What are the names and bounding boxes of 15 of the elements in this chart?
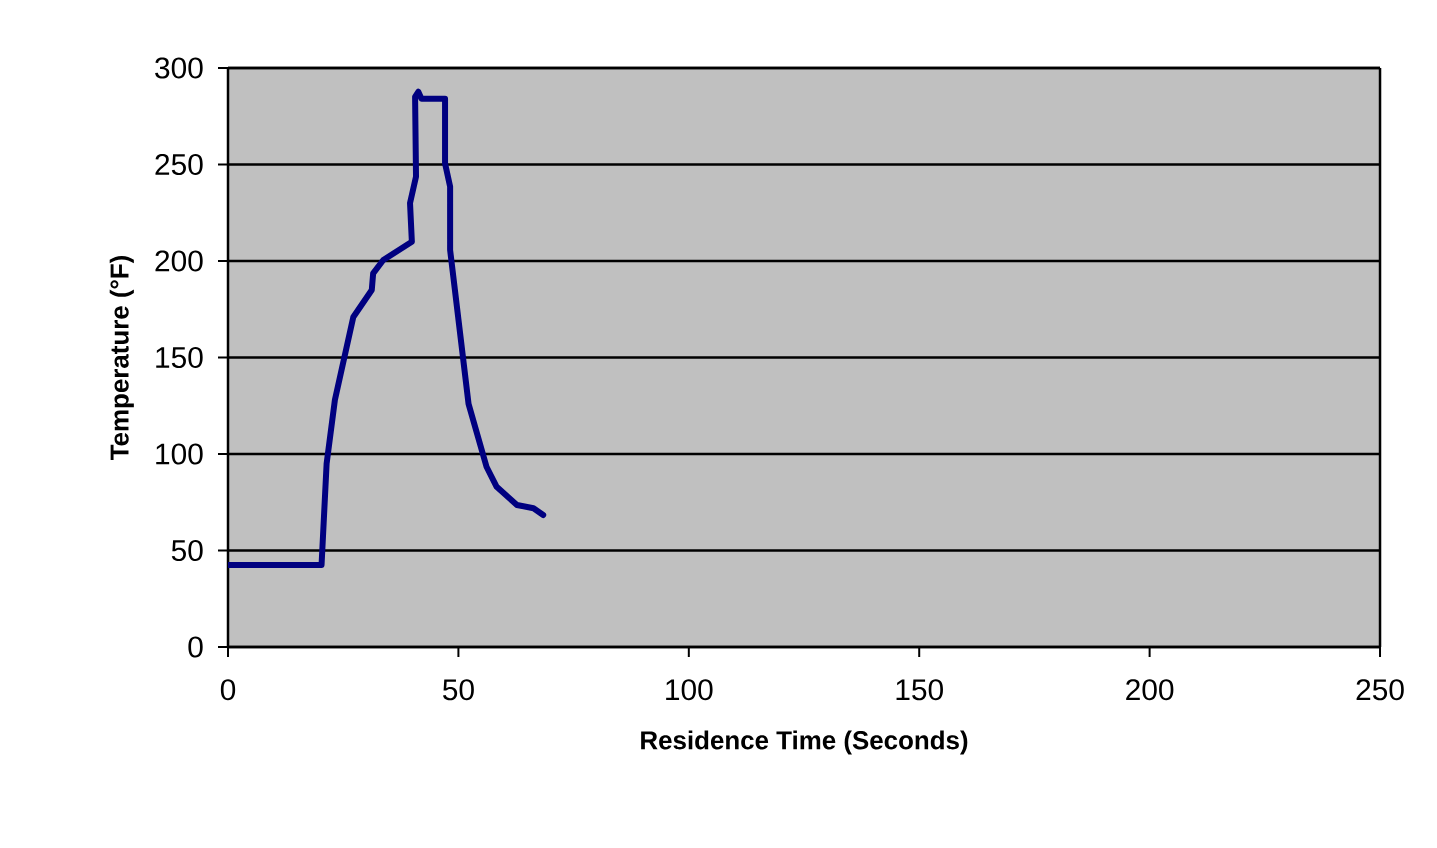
y-tick-label: 250 — [155, 153, 203, 176]
y-tick-label: 100 — [156, 443, 203, 465]
x-tick-label: 250 — [1356, 679, 1404, 701]
y-tick-label: 300 — [155, 57, 203, 79]
y-tick-label: 200 — [155, 250, 203, 272]
y-tick-label: 150 — [156, 346, 203, 369]
y-tick-label: 50 — [171, 539, 203, 562]
y-tick-label: 0 — [188, 636, 203, 658]
x-tick-label: 50 — [442, 679, 474, 701]
x-tick-label: 150 — [896, 679, 943, 701]
x-axis-title: Residence Time (Seconds) — [641, 730, 968, 755]
x-tick-label: 200 — [1126, 679, 1174, 701]
x-tick-label: 0 — [220, 679, 236, 701]
y-axis-title: Temperature (°F) — [109, 255, 134, 461]
x-tick-label: 100 — [666, 679, 713, 701]
